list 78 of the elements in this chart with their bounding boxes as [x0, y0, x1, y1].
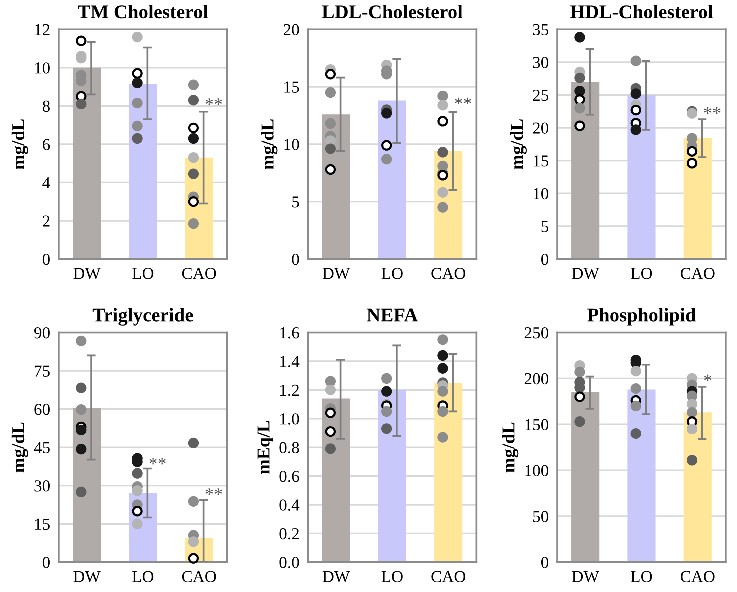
- y-tick-label: 60: [34, 404, 50, 416]
- y-tick-label: 45: [34, 442, 50, 454]
- y-tick-label: 250: [524, 327, 549, 339]
- x-tick-label: DW: [572, 571, 600, 583]
- y-tick-label: 0: [541, 254, 549, 266]
- x-tick-label: LO: [631, 268, 652, 280]
- chart-title: HDL-Cholesterol: [570, 4, 714, 19]
- y-tick-label: 10: [284, 139, 300, 150]
- annotation: **: [206, 488, 222, 496]
- annotation: *: [704, 374, 712, 382]
- chart-title: TM Cholesterol: [78, 4, 208, 19]
- y-tick-label: 35: [533, 24, 549, 36]
- y-tick-label: 10: [35, 62, 50, 74]
- y-tick-label: 0.0: [280, 557, 300, 568]
- y-tick-label: 5: [542, 221, 549, 232]
- x-tick-label: DW: [572, 268, 600, 280]
- y-tick-label: 2: [43, 216, 50, 227]
- y-tick-label: 10: [534, 188, 549, 200]
- y-tick-label: 30: [34, 480, 50, 492]
- x-tick-label: CAO: [680, 268, 715, 280]
- x-tick-label: CAO: [182, 268, 216, 280]
- y-tick-label: 90: [34, 327, 50, 339]
- chart-title: LDL-Cholesterol: [322, 4, 463, 19]
- chart-title: NEFA: [367, 308, 418, 322]
- annotation: **: [704, 107, 721, 114]
- x-tick-label: CAO: [182, 571, 216, 582]
- y-tick-label: 1.2: [280, 384, 299, 396]
- y-tick-label: 150: [526, 419, 549, 431]
- y-tick-label: 50: [533, 511, 549, 522]
- chart-title: Triglyceride: [92, 308, 194, 326]
- y-axis-title: mg/dL: [502, 422, 519, 473]
- y-axis-title: mEq/L: [258, 421, 274, 474]
- y-tick-label: 1.4: [280, 356, 300, 368]
- y-tick-label: 30: [533, 57, 549, 68]
- y-tick-label: 0: [292, 254, 300, 266]
- y-tick-label: 20: [284, 24, 300, 36]
- y-tick-label: 0.4: [280, 500, 300, 512]
- x-tick-label: CAO: [432, 268, 466, 280]
- x-tick-label: DW: [74, 571, 101, 583]
- y-tick-label: 0: [42, 254, 50, 266]
- y-axis-title: mg/dL: [12, 422, 28, 473]
- x-tick-label: LO: [631, 571, 652, 582]
- y-tick-label: 15: [534, 156, 549, 167]
- y-tick-label: 0.6: [280, 470, 300, 482]
- y-tick-label: 1.0: [280, 414, 300, 425]
- y-tick-label: 15: [35, 518, 50, 530]
- x-tick-label: DW: [74, 268, 101, 280]
- x-tick-label: LO: [132, 268, 154, 280]
- x-tick-label: LO: [382, 571, 403, 582]
- annotation: **: [150, 458, 166, 465]
- x-tick-label: DW: [322, 268, 350, 280]
- x-tick-label: CAO: [432, 571, 466, 582]
- y-tick-label: 0: [42, 557, 50, 568]
- x-tick-label: LO: [382, 268, 403, 280]
- y-axis-title: mg/dL: [12, 120, 28, 170]
- x-tick-label: DW: [322, 571, 350, 583]
- y-tick-label: 75: [35, 366, 50, 377]
- y-tick-label: 200: [524, 373, 549, 385]
- y-tick-label: 5: [292, 196, 300, 208]
- y-tick-label: 15: [284, 82, 300, 93]
- y-tick-label: 1.6: [280, 327, 300, 339]
- x-tick-label: LO: [132, 571, 154, 582]
- y-tick-label: 25: [533, 90, 549, 102]
- y-tick-label: 4: [42, 178, 50, 188]
- y-tick-label: 6: [43, 139, 50, 150]
- annotation: **: [455, 98, 472, 105]
- y-tick-label: 0.2: [280, 528, 299, 540]
- y-tick-label: 0: [541, 557, 549, 568]
- y-tick-label: 100: [526, 465, 549, 476]
- chart-title: Phospholipid: [587, 308, 696, 326]
- y-axis-title: mg/dL: [510, 120, 527, 170]
- x-tick-label: CAO: [680, 571, 715, 582]
- y-tick-label: 12: [35, 24, 50, 36]
- y-tick-label: 0.8: [280, 442, 300, 454]
- y-axis-title: mg/dL: [261, 120, 278, 170]
- annotation: **: [206, 98, 222, 106]
- y-tick-label: 8: [42, 100, 50, 112]
- y-tick-label: 20: [533, 122, 549, 134]
